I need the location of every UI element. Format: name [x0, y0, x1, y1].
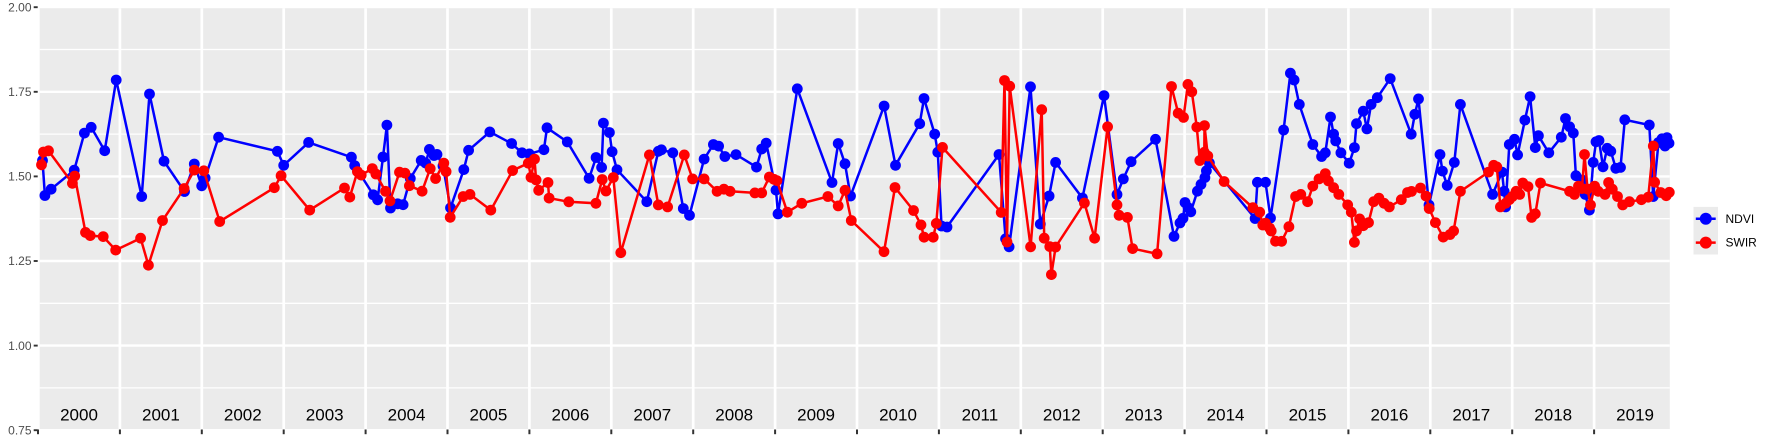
svg-text:2000: 2000 — [60, 406, 98, 425]
svg-text:2014: 2014 — [1207, 406, 1245, 425]
svg-text:2013: 2013 — [1125, 406, 1163, 425]
svg-text:2006: 2006 — [551, 406, 589, 425]
svg-text:2.00: 2.00 — [8, 0, 32, 14]
svg-text:2001: 2001 — [142, 406, 180, 425]
svg-text:2003: 2003 — [306, 406, 344, 425]
svg-text:1.00: 1.00 — [8, 339, 32, 353]
svg-text:2005: 2005 — [469, 406, 507, 425]
svg-text:1.75: 1.75 — [8, 85, 32, 99]
svg-text:2009: 2009 — [797, 406, 835, 425]
svg-text:2002: 2002 — [224, 406, 262, 425]
svg-text:2015: 2015 — [1289, 406, 1327, 425]
svg-text:0.75: 0.75 — [8, 423, 32, 437]
svg-text:2016: 2016 — [1370, 406, 1408, 425]
svg-text:2011: 2011 — [962, 406, 999, 425]
svg-text:2004: 2004 — [388, 406, 426, 425]
svg-text:SWIR: SWIR — [1726, 236, 1758, 250]
svg-text:1.25: 1.25 — [8, 254, 32, 268]
svg-text:2017: 2017 — [1452, 406, 1490, 425]
svg-text:2018: 2018 — [1534, 406, 1572, 425]
svg-text:2012: 2012 — [1043, 406, 1081, 425]
svg-text:1.50: 1.50 — [8, 170, 32, 184]
svg-text:NDVI: NDVI — [1726, 212, 1755, 226]
svg-text:2007: 2007 — [633, 406, 671, 425]
svg-text:2008: 2008 — [715, 406, 753, 425]
svg-text:2019: 2019 — [1616, 406, 1654, 425]
svg-text:2010: 2010 — [879, 406, 917, 425]
